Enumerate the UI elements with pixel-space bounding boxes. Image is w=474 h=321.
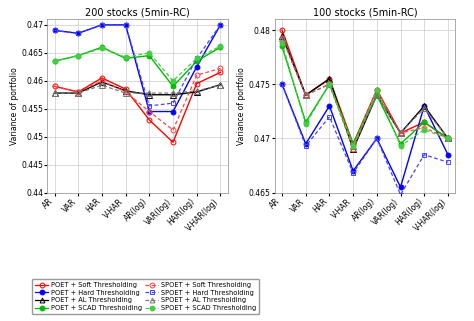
Legend: POET + Soft Thresholding, POET + Hard Thresholding, POET + AL Thresholding, POET: POET + Soft Thresholding, POET + Hard Th… <box>32 279 259 315</box>
Y-axis label: Variance of portfolio: Variance of portfolio <box>9 67 18 145</box>
Title: 200 stocks (5min-RC): 200 stocks (5min-RC) <box>85 7 190 17</box>
Y-axis label: Variance of portfolio: Variance of portfolio <box>237 67 246 145</box>
Title: 100 stocks (5min-RC): 100 stocks (5min-RC) <box>313 7 417 17</box>
